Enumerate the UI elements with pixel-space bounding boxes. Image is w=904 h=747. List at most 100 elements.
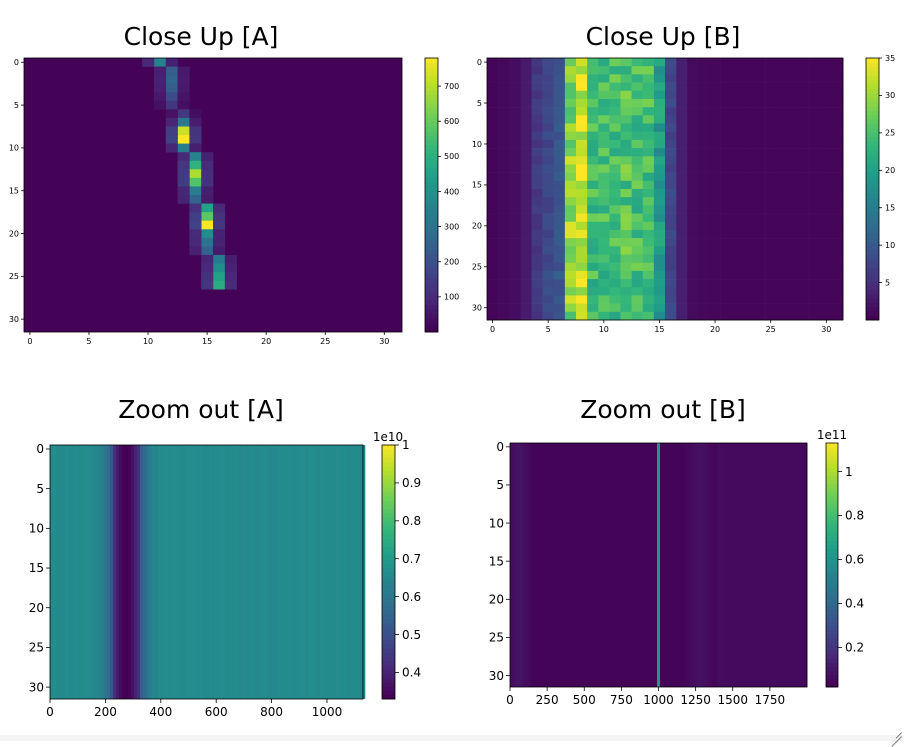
- heatmap-cell: [642, 58, 655, 67]
- heatmap-cell: [831, 148, 844, 157]
- colorbar-segment: [382, 563, 395, 569]
- heatmap-cell: [809, 238, 822, 247]
- colorbar-segment: [425, 153, 438, 159]
- heatmap-cell: [765, 107, 777, 116]
- heatmap-cell: [564, 205, 577, 214]
- heatmap-cell: [598, 229, 610, 239]
- heatmap-column: [621, 443, 625, 687]
- heatmap-column: [317, 445, 321, 699]
- y-tick-label: 25: [9, 272, 19, 281]
- heatmap-cell: [820, 189, 833, 198]
- heatmap-cell: [653, 238, 666, 247]
- heatmap-cell: [576, 90, 588, 100]
- colorbar-segment: [425, 103, 438, 109]
- heatmap-column: [80, 445, 84, 699]
- heatmap-cell: [542, 229, 555, 239]
- heatmap-cell: [831, 221, 844, 231]
- heatmap-cell: [587, 164, 599, 173]
- heatmap-cell: [542, 311, 555, 321]
- heatmap-cell: [576, 74, 588, 83]
- heatmap-cell: [754, 107, 766, 116]
- heatmap-cell: [620, 66, 632, 75]
- colorbar-segment: [826, 548, 838, 554]
- heatmap-cell: [698, 139, 710, 149]
- heatmap-cell: [809, 164, 822, 173]
- heatmap-cell: [665, 303, 677, 313]
- colorbar-segment: [866, 75, 879, 81]
- heatmap-cell: [553, 221, 566, 231]
- colorbar-segment: [826, 504, 838, 509]
- heatmap-cell: [720, 295, 733, 304]
- heatmap-cell: [642, 238, 655, 247]
- heatmap-cell: [731, 246, 744, 255]
- heatmap-cell: [754, 115, 766, 124]
- heatmap-cell: [698, 107, 710, 116]
- heatmap-cell: [553, 270, 566, 280]
- heatmap-column: [266, 445, 270, 699]
- heatmap-column: [585, 443, 589, 687]
- heatmap-cell: [620, 58, 632, 67]
- heatmap-cell: [809, 254, 822, 263]
- heatmap-cell: [487, 287, 499, 296]
- colorbar-tick-label: 35: [885, 54, 895, 63]
- heatmap-cell: [224, 254, 237, 264]
- heatmap-cell: [731, 238, 744, 247]
- x-tick-label: 30: [821, 325, 831, 334]
- heatmap-cell: [676, 238, 688, 247]
- heatmap-cell: [665, 205, 677, 214]
- heatmap-cell: [587, 238, 599, 247]
- heatmap-cell: [631, 180, 644, 190]
- heatmap-cell: [542, 82, 555, 92]
- heatmap-cell: [598, 139, 610, 149]
- heatmap-cell: [631, 164, 644, 173]
- heatmap-cell: [609, 238, 621, 247]
- x-tick-label: 15: [202, 337, 212, 346]
- resize-grip-icon[interactable]: [890, 727, 902, 739]
- heatmap-column: [251, 445, 255, 699]
- heatmap-column: [242, 445, 246, 699]
- heatmap-column: [615, 443, 619, 687]
- heatmap-cell: [642, 172, 655, 182]
- heatmap-cell: [587, 98, 599, 108]
- heatmap-cell: [754, 254, 766, 263]
- colorbar-segment: [382, 461, 395, 467]
- heatmap-cell: [765, 58, 777, 67]
- heatmap-cell: [653, 213, 666, 223]
- heatmap-cell: [542, 66, 555, 75]
- heatmap-cell: [831, 189, 844, 198]
- colorbar-segment: [382, 542, 395, 547]
- heatmap-cell: [576, 164, 588, 173]
- heatmap-cell: [631, 205, 644, 214]
- heatmap-cell: [742, 189, 755, 198]
- heatmap-cell: [665, 74, 677, 83]
- heatmap-column: [582, 443, 586, 687]
- colorbar-segment: [866, 92, 879, 98]
- heatmap-cell: [765, 82, 777, 92]
- heatmap-cell: [587, 287, 599, 296]
- colorbar-segment: [382, 504, 395, 509]
- heatmap-column: [179, 445, 183, 699]
- heatmap-cell: [620, 74, 632, 83]
- heatmap-cell: [564, 66, 577, 75]
- heatmap-cell: [631, 90, 644, 100]
- heatmap-cell: [798, 238, 810, 247]
- heatmap-cell: [609, 197, 621, 206]
- heatmap-column: [798, 443, 802, 687]
- heatmap-cell: [765, 164, 777, 173]
- colorbar-segment: [866, 302, 879, 308]
- heatmap-cell: [598, 254, 610, 263]
- heatmap-cell: [631, 246, 644, 255]
- heatmap-spike: [657, 443, 660, 687]
- heatmap-cell: [177, 66, 190, 76]
- heatmap-cell: [165, 100, 178, 110]
- heatmap-cell: [754, 279, 766, 288]
- heatmap-cell: [598, 287, 610, 296]
- heatmap-cell: [587, 58, 599, 67]
- y-tick-label: 10: [472, 140, 482, 149]
- heatmap-cell: [177, 92, 190, 102]
- heatmap-cell: [720, 107, 733, 116]
- colorbar-offset-label: 1e11: [817, 428, 847, 442]
- colorbar-segment: [425, 158, 438, 164]
- colorbar-segment: [382, 635, 395, 641]
- heatmap-cell: [509, 270, 521, 280]
